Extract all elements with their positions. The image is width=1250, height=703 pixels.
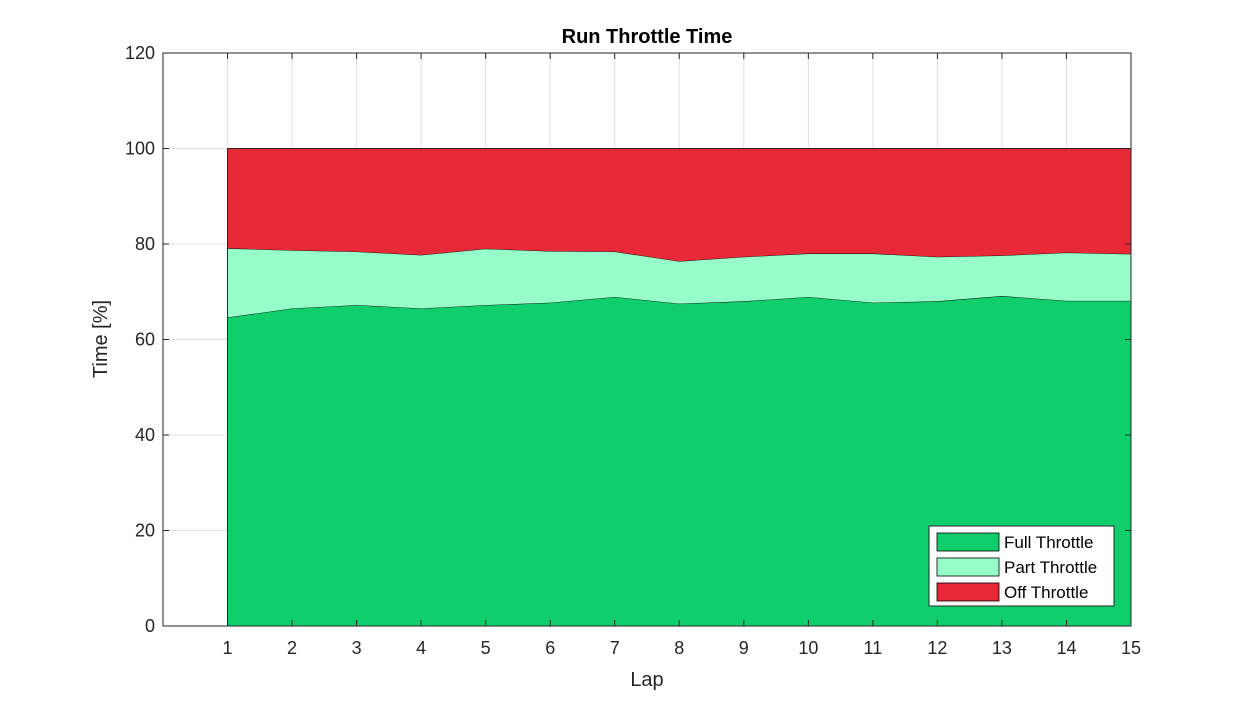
x-tick-label: 9	[739, 638, 749, 658]
y-tick-label: 20	[135, 521, 155, 541]
x-tick-label: 1	[223, 638, 233, 658]
y-tick-label: 60	[135, 330, 155, 350]
y-tick-label: 40	[135, 425, 155, 445]
legend: Full Throttle Part Throttle Off Throttle	[928, 525, 1115, 607]
x-tick-label: 4	[416, 638, 426, 658]
x-tick-label: 8	[674, 638, 684, 658]
legend-swatch-full-throttle	[936, 532, 1000, 552]
x-tick-label: 7	[610, 638, 620, 658]
x-tick-label: 13	[992, 638, 1012, 658]
area-off-throttle	[227, 148, 1132, 262]
legend-label-part-throttle: Part Throttle	[1004, 558, 1097, 577]
axes-frame	[162, 52, 1132, 627]
legend-label-full-throttle: Full Throttle	[1004, 533, 1093, 552]
y-tick-label: 80	[135, 234, 155, 254]
x-tick-label: 14	[1056, 638, 1076, 658]
chart-title: Run Throttle Time	[562, 26, 733, 48]
x-tick-label: 11	[864, 638, 883, 658]
x-tick-labels: 1 2 3 4 5 6 7 8 9 10 11 12 13 14 15	[223, 638, 1141, 658]
x-axis-label: Lap	[630, 669, 663, 691]
x-tick-label: 10	[798, 638, 818, 658]
x-tick-label: 3	[352, 638, 362, 658]
x-tick-label: 12	[927, 638, 947, 658]
y-tick-labels: 0 20 40 60 80 100 120	[125, 43, 155, 636]
y-tick-label: 0	[145, 616, 155, 636]
x-tick-label: 6	[545, 638, 555, 658]
x-tick-label: 2	[287, 638, 297, 658]
y-axis-label: Time [%]	[90, 300, 112, 378]
area-full-throttle	[227, 296, 1132, 626]
data-areas	[227, 148, 1132, 626]
y-tick-label: 100	[125, 139, 155, 159]
legend-swatch-part-throttle	[936, 557, 1000, 577]
legend-label-off-throttle: Off Throttle	[1004, 583, 1088, 602]
x-tick-label: 15	[1121, 638, 1141, 658]
y-tick-label: 120	[125, 43, 155, 63]
area-part-throttle	[227, 248, 1132, 318]
x-tick-label: 5	[481, 638, 491, 658]
legend-swatch-off-throttle	[936, 582, 1000, 602]
